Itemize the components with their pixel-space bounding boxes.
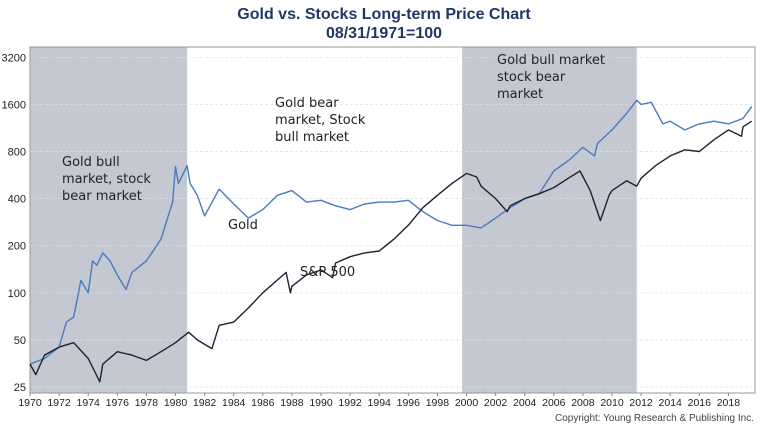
x-tick-label: 1980 xyxy=(164,397,188,409)
x-tick-label: 1992 xyxy=(338,397,362,409)
x-tick-label: 1996 xyxy=(397,397,421,409)
x-tick-label: 1982 xyxy=(193,397,217,409)
x-tick-label: 2000 xyxy=(455,397,479,409)
x-tick-label: 1976 xyxy=(106,397,130,409)
x-tick-label: 2016 xyxy=(688,397,712,409)
x-tick-label: 1990 xyxy=(309,397,333,409)
x-tick-label: 2014 xyxy=(659,397,683,409)
x-tick-label: 2006 xyxy=(542,397,566,409)
x-tick-label: 1986 xyxy=(251,397,275,409)
x-tick-label: 1998 xyxy=(426,397,450,409)
series-gold xyxy=(29,99,753,365)
y-tick-label: 50 xyxy=(14,335,26,347)
x-tick-label: 1984 xyxy=(222,397,246,409)
x-tick-label: 1972 xyxy=(47,397,71,409)
x-tick-label: 2008 xyxy=(571,397,595,409)
series-sp500 xyxy=(29,120,753,383)
x-tick-label: 2002 xyxy=(484,397,508,409)
x-tick-label: 1970 xyxy=(18,397,42,409)
annotation: Gold bull market stock bear market xyxy=(497,53,605,102)
chart-subtitle: 08/31/1971=100 xyxy=(325,25,443,42)
x-tick-label: 1994 xyxy=(368,397,392,409)
annotation: Gold bear market, Stock bull market xyxy=(275,96,366,145)
y-tick-label: 1600 xyxy=(2,99,26,111)
y-tick-label: 800 xyxy=(8,147,26,159)
y-tick-label: 400 xyxy=(8,194,26,206)
annotation: Gold bull market, stock bear market xyxy=(62,155,151,204)
series-line xyxy=(29,120,753,383)
x-tick-label: 2004 xyxy=(513,397,537,409)
x-tick-label: 2010 xyxy=(600,397,624,409)
series-line xyxy=(29,99,753,365)
shaded-period xyxy=(30,47,188,393)
x-tick-label: 1988 xyxy=(280,397,304,409)
y-tick-label: 100 xyxy=(8,288,26,300)
plot-border xyxy=(29,46,756,394)
y-tick-label: 200 xyxy=(8,241,26,253)
chart-title: Gold vs. Stocks Long-term Price Chart xyxy=(237,6,531,23)
x-tick-label: 2018 xyxy=(717,397,741,409)
y-tick-label: 3200 xyxy=(2,52,26,64)
y-tick-label: 25 xyxy=(14,382,26,394)
x-tick-label: 1978 xyxy=(135,397,159,409)
annotation: Gold xyxy=(228,218,258,233)
copyright: Copyright: Young Research & Publishing I… xyxy=(554,413,754,424)
shaded-period xyxy=(462,47,637,393)
x-tick-label: 1974 xyxy=(77,397,101,409)
x-tick-label: 2012 xyxy=(629,397,653,409)
annotation: S&P 500 xyxy=(300,265,355,280)
